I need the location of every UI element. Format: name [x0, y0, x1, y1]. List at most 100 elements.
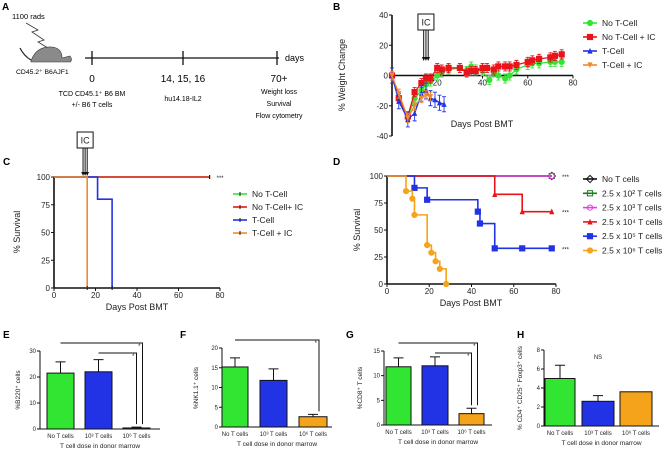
data-point	[412, 103, 418, 109]
series-line	[54, 176, 88, 288]
series-line	[54, 176, 113, 288]
legend-label: T-Cell + IC	[602, 60, 642, 70]
x-tick-label: No T cells	[47, 434, 73, 440]
error-bar	[593, 395, 603, 402]
y-tick-label: 5	[377, 398, 381, 404]
data-point	[502, 75, 509, 82]
data-point	[411, 211, 418, 218]
y-axis-label: %B220⁺ cells	[15, 370, 22, 410]
timepoint-desc: Survival	[267, 101, 292, 108]
bar	[581, 400, 615, 427]
x-tick-label: 10⁶ T cells	[299, 431, 327, 438]
series-t-cell-ic	[54, 176, 88, 290]
data-point	[513, 61, 520, 69]
x-axis-label: T cell dose in donor marrow	[398, 439, 478, 446]
legend-marker	[586, 19, 594, 27]
timepoint-desc: +/- B6 T cells	[72, 102, 113, 109]
data-point	[424, 242, 431, 249]
legend-marker	[586, 190, 594, 197]
x-tick-label: No T cells	[547, 431, 573, 437]
y-tick-label: 15	[211, 366, 218, 372]
data-point	[445, 64, 452, 72]
panel-label-e: E	[3, 330, 10, 341]
y-tick-label: 0	[377, 423, 381, 429]
y-tick-label: 0	[215, 425, 219, 431]
error-bar	[430, 356, 440, 366]
significance-label: ***	[562, 175, 570, 181]
panel-label-b: B	[333, 2, 340, 13]
recipient-label: CD45.2⁺ B6AJF1	[16, 69, 69, 76]
timepoint-day: 70+	[271, 74, 288, 85]
timeline-unit: days	[285, 53, 305, 63]
panel-label-f: F	[180, 330, 186, 341]
data-point	[427, 75, 434, 82]
error-bar	[393, 357, 404, 367]
significance-bracket	[235, 339, 320, 412]
x-axis-label: T cell dose in donor marrow	[561, 440, 641, 447]
data-point	[483, 64, 491, 72]
legend-label: T-Cell	[602, 46, 624, 56]
y-tick-label: 75	[374, 199, 383, 208]
bar	[619, 391, 653, 427]
y-tick-label: 75	[41, 201, 50, 210]
x-tick-label: 60	[174, 291, 183, 300]
ns-label: NS	[594, 355, 602, 361]
data-point	[396, 91, 402, 97]
series-line	[391, 75, 445, 121]
y-tick-label: 40	[379, 11, 388, 20]
x-tick-label: No T cells	[222, 432, 248, 438]
y-tick-label: 10	[29, 401, 36, 407]
timepoint-desc: hu14.18-IL2	[164, 96, 201, 103]
data-point	[558, 58, 565, 65]
bar	[259, 379, 288, 428]
significance-bracket	[435, 352, 472, 406]
data-point	[405, 115, 411, 121]
panel-b-chart: B -40 -20 0 20 40 20 40 60 80 % Weight Change Days …	[333, 2, 655, 141]
legend-label: No T-Cell + IC	[602, 32, 655, 42]
panel-d-chart: D 0 25 50 75 100 0 20 40 60 80 % Survival Days Post …	[333, 157, 663, 308]
arrow-head-icon	[85, 172, 89, 176]
significance-bracket	[60, 342, 143, 425]
significance-label: ***	[217, 176, 225, 182]
data-point	[428, 249, 435, 256]
y-tick-label: 50	[374, 226, 383, 235]
data-point	[551, 52, 558, 59]
data-point	[506, 72, 513, 79]
series-t-cell	[54, 176, 113, 290]
y-axis-label: % CD4⁺ CD25⁺ Foxp3⁺ cells	[517, 345, 524, 430]
bar	[221, 366, 249, 428]
data-point	[441, 101, 447, 107]
data-point	[519, 208, 525, 215]
x-tick-label: 0	[385, 287, 390, 296]
data-point	[548, 245, 555, 252]
y-tick-label: 5	[215, 405, 219, 411]
data-point	[432, 258, 439, 265]
data-point	[474, 208, 481, 215]
legend-marker	[586, 233, 594, 240]
data-point	[535, 55, 543, 62]
bar	[298, 416, 328, 428]
legend-label: T-Cell	[252, 215, 274, 225]
data-point	[495, 63, 502, 70]
panel-label-d: D	[333, 157, 340, 168]
y-tick-label: 15	[373, 349, 380, 355]
y-tick-label: 0	[46, 284, 51, 293]
panel-a-timeline: A 1100 rads CD45.2⁺ B6AJF1 days 0 14, 15…	[2, 2, 305, 120]
bar	[122, 427, 151, 430]
panel-g-chart: G 0 5 10 15 %CD8⁺ T cells T cell dose in donor…	[346, 330, 492, 446]
legend-marker	[586, 247, 594, 254]
data-point	[396, 98, 402, 104]
data-point	[389, 72, 395, 79]
significance-label: *	[473, 344, 476, 350]
data-point	[549, 208, 555, 215]
x-tick-label: 80	[569, 79, 578, 88]
x-axis-label: Days Post BMT	[451, 119, 514, 129]
x-tick-label: 20	[425, 287, 434, 296]
data-point	[423, 92, 429, 99]
timepoint-desc: Weight loss	[261, 89, 298, 96]
data-point	[491, 245, 498, 252]
y-tick-label: 20	[29, 375, 36, 381]
x-tick-label: 10⁶ T cells	[458, 429, 486, 436]
data-point	[519, 245, 526, 252]
